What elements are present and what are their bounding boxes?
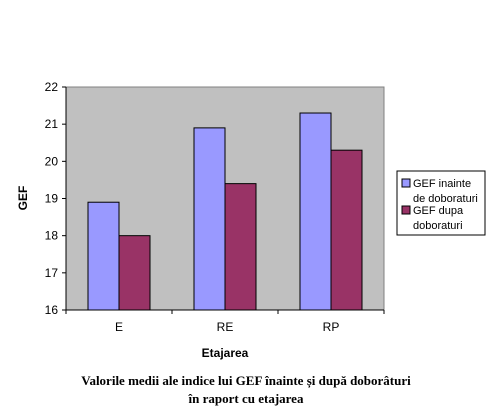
bar-rp-series-2 [330,149,363,311]
legend-swatch [401,178,411,188]
y-tick-label: 17 [45,266,59,280]
caption-line-2: în raport cu etajarea [188,391,304,406]
bar-re-series-1 [193,127,226,311]
caption-line-1: Valorile medii ale indice lui GEF înaint… [81,373,411,388]
legend-label: GEF inainte [413,178,471,190]
legend-label: doboraturi [413,220,463,232]
y-tick-label: 21 [45,117,59,131]
bar-re-series-2 [224,183,257,311]
bar-rp-series-1 [299,112,332,311]
bar-chart: 16 17 18 19 20 21 22 E RE RP GEF Etajarea GEF in… [16,80,486,360]
legend-swatch [401,205,411,215]
figure-caption: Valorile medii ale indice lui GEF înaint… [0,372,492,408]
x-tick-label: E [115,320,123,334]
legend-box [396,170,486,236]
legend-label: de doboraturi [413,193,478,205]
y-tick-label: 16 [45,303,59,317]
x-tick-label: RP [323,320,340,334]
bar-e-series-2 [118,235,151,311]
x-axis-label: Etajarea [202,346,249,360]
y-axis-label: GEF [16,186,30,211]
legend-label: GEF dupa [413,205,464,217]
y-tick-label: 22 [45,80,59,94]
y-tick-label: 19 [45,192,59,206]
y-tick-label: 18 [45,229,59,243]
bar-e-series-1 [87,201,120,311]
x-tick-label: RE [217,320,234,334]
y-tick-label: 20 [45,154,59,168]
